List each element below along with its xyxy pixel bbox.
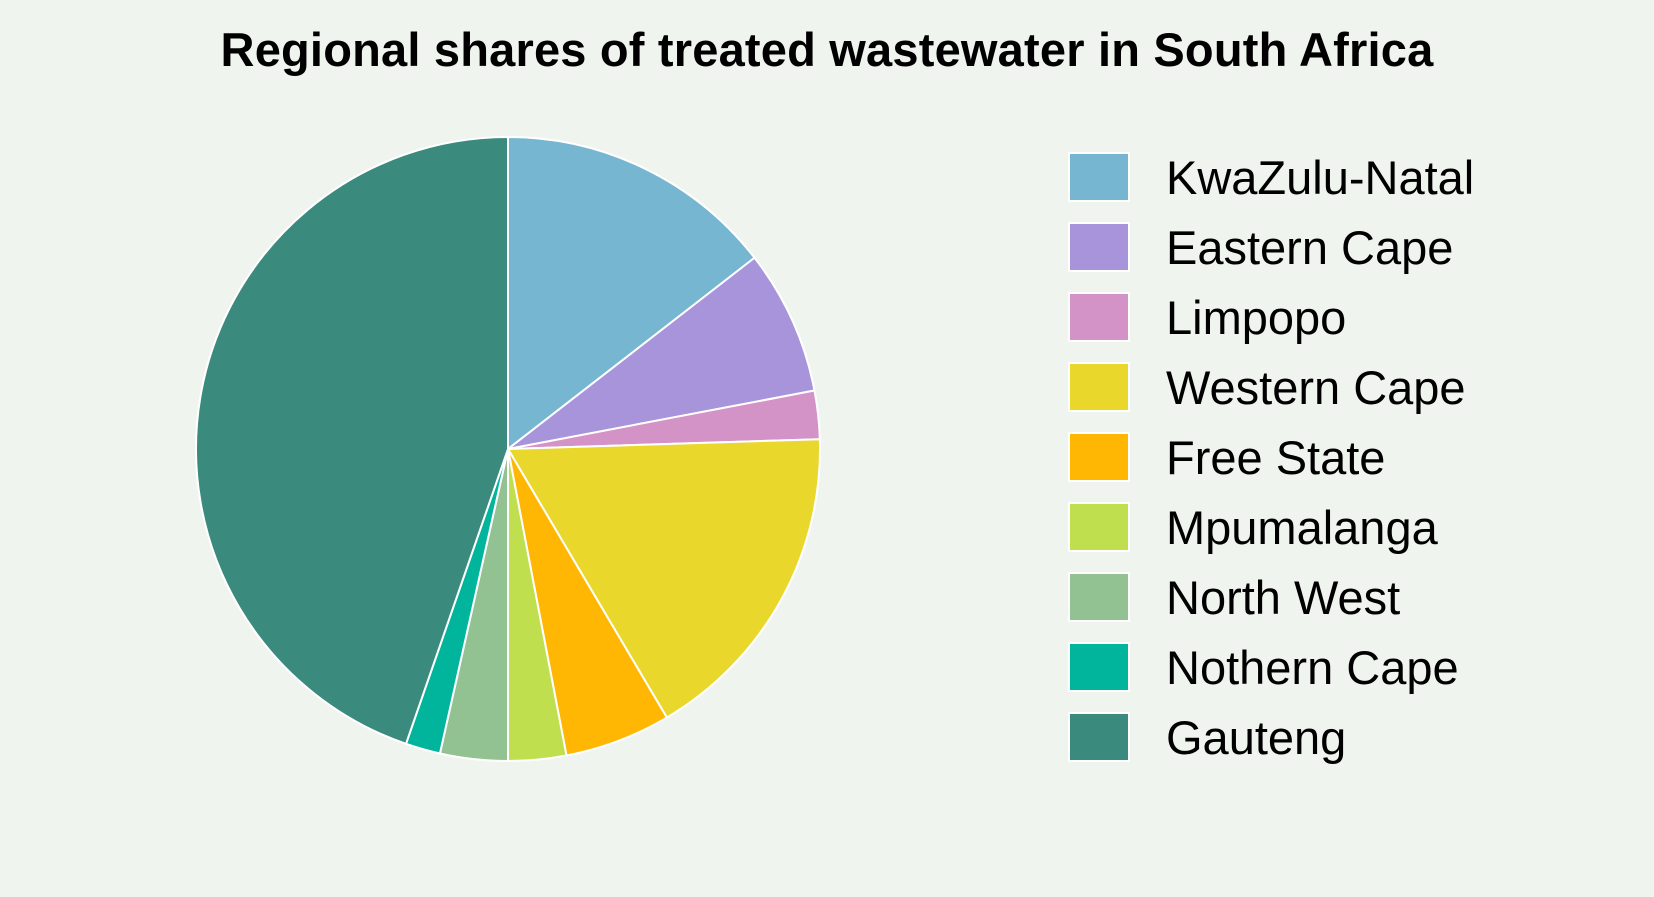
legend: KwaZulu-Natal Eastern Cape Limpopo Western …: [1068, 142, 1474, 772]
legend-swatch: [1068, 642, 1130, 692]
legend-label: Nothern Cape: [1166, 640, 1459, 694]
legend-item: Eastern Cape: [1068, 212, 1474, 282]
legend-label: Mpumalanga: [1166, 500, 1438, 554]
legend-swatch: [1068, 712, 1130, 762]
legend-swatch: [1068, 572, 1130, 622]
legend-label: KwaZulu-Natal: [1166, 150, 1475, 204]
legend-label: Free State: [1166, 430, 1386, 484]
legend-label: North West: [1166, 570, 1401, 624]
legend-item: Limpopo: [1068, 282, 1474, 352]
legend-item: North West: [1068, 562, 1474, 632]
legend-swatch: [1068, 292, 1130, 342]
pie-slice-kwazulu-natal: [507, 136, 756, 450]
legend-label: Eastern Cape: [1166, 220, 1454, 274]
legend-item: Free State: [1068, 422, 1474, 492]
legend-label: Gauteng: [1166, 710, 1347, 764]
legend-swatch: [1068, 432, 1130, 482]
legend-swatch: [1068, 222, 1130, 272]
legend-label: Western Cape: [1166, 360, 1466, 414]
legend-item: Mpumalanga: [1068, 492, 1474, 562]
legend-item: Gauteng: [1068, 702, 1474, 772]
legend-label: Limpopo: [1166, 290, 1347, 344]
legend-item: Western Cape: [1068, 352, 1474, 422]
pie-slice-eastern-cape: [507, 256, 816, 450]
pie-slice-gauteng: [195, 136, 509, 745]
pie-slice-western-cape: [507, 438, 821, 719]
chart-title: Regional shares of treated wastewater in…: [220, 23, 1434, 76]
legend-swatch: [1068, 362, 1130, 412]
legend-swatch: [1068, 502, 1130, 552]
legend-item: KwaZulu-Natal: [1068, 142, 1474, 212]
legend-item: Nothern Cape: [1068, 632, 1474, 702]
legend-swatch: [1068, 152, 1130, 202]
